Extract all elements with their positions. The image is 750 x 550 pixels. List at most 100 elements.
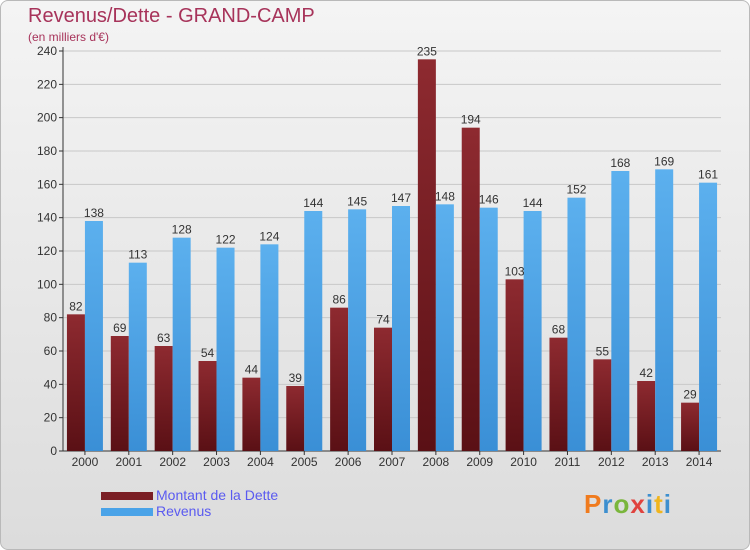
x-tick-label: 2007 — [379, 455, 406, 469]
x-tick-label: 2004 — [247, 455, 274, 469]
data-label-revenue: 169 — [654, 154, 674, 168]
data-label-debt: 86 — [332, 293, 346, 307]
data-label-debt: 42 — [640, 366, 654, 380]
data-label-debt: 29 — [683, 388, 697, 402]
bar-debt — [110, 336, 129, 451]
x-tick-label: 2005 — [291, 455, 318, 469]
y-tick-label: 140 — [37, 211, 57, 225]
bar-revenue — [611, 171, 630, 451]
x-tick-label: 2010 — [510, 455, 537, 469]
data-label-debt: 69 — [113, 321, 127, 335]
proxiti-logo: Proxiti — [584, 489, 672, 519]
data-label-debt: 63 — [157, 331, 171, 345]
data-label-revenue: 146 — [479, 193, 499, 207]
bar-revenue — [348, 209, 367, 451]
data-label-revenue: 128 — [172, 223, 192, 237]
bar-revenue — [216, 247, 235, 451]
chart-title: Revenus/Dette - GRAND-CAMP — [28, 5, 315, 27]
y-tick-label: 40 — [44, 377, 58, 391]
x-tick-label: 2009 — [466, 455, 493, 469]
x-tick-label: 2002 — [159, 455, 186, 469]
data-label-debt: 74 — [376, 313, 390, 327]
bar-revenue — [304, 211, 323, 451]
axes: 0 20 40 60 80 100 120 140 160 180 200 220 240 2000 200… — [37, 44, 721, 469]
x-tick-label: 2003 — [203, 455, 230, 469]
y-tick-label: 180 — [37, 144, 57, 158]
legend-label-revenue: Revenus — [156, 503, 212, 519]
y-tick-label: 100 — [37, 277, 57, 291]
data-label-revenue: 113 — [128, 248, 147, 262]
bar-debt — [461, 127, 480, 452]
bar-debt — [637, 381, 656, 451]
y-tick-label: 240 — [37, 44, 57, 58]
bar-revenue — [567, 197, 586, 451]
data-label-revenue: 152 — [566, 183, 586, 197]
bar-revenue — [655, 169, 674, 452]
bar-debt — [154, 346, 173, 451]
bar-debt — [242, 377, 261, 451]
bar-debt — [549, 337, 568, 451]
data-label-debt: 82 — [69, 299, 83, 313]
data-label-revenue: 148 — [435, 189, 455, 203]
data-label-debt: 194 — [461, 113, 481, 127]
legend-label-debt: Montant de la Dette — [156, 487, 279, 503]
y-tick-label: 0 — [50, 444, 57, 458]
x-tick-label: 2012 — [598, 455, 625, 469]
data-label-revenue: 144 — [303, 196, 323, 210]
data-label-revenue: 124 — [259, 229, 279, 243]
y-tick-label: 120 — [37, 244, 57, 258]
y-tick-label: 20 — [44, 411, 58, 425]
y-tick-label: 220 — [37, 77, 57, 91]
bar-debt — [374, 327, 392, 451]
x-tick-label: 2001 — [115, 455, 142, 469]
bar-debt — [505, 279, 524, 451]
bar-revenue — [523, 211, 542, 451]
bar-debt — [66, 314, 85, 451]
bar-revenue — [172, 237, 191, 451]
legend-swatch-revenue — [101, 508, 153, 516]
bar-debt — [330, 307, 349, 451]
data-label-revenue: 138 — [84, 206, 104, 220]
data-label-debt: 55 — [596, 344, 610, 358]
data-label-debt: 44 — [245, 363, 259, 377]
bar-revenue — [84, 221, 103, 451]
legend-swatch-debt — [101, 492, 153, 500]
y-tick-label: 80 — [44, 311, 58, 325]
x-tick-label: 2013 — [642, 455, 669, 469]
x-tick-label: 2011 — [555, 455, 581, 469]
x-tick-label: 2014 — [686, 455, 713, 469]
bar-revenue — [392, 206, 410, 451]
bar-revenue — [479, 207, 498, 451]
data-label-revenue: 144 — [523, 196, 543, 210]
bar-debt — [681, 402, 700, 451]
bar-revenue — [128, 262, 147, 451]
bar-debt — [593, 359, 612, 451]
data-label-revenue: 168 — [610, 156, 630, 170]
data-label-revenue: 122 — [216, 233, 236, 247]
y-tick-label: 60 — [44, 344, 58, 358]
bar-revenue — [260, 244, 279, 451]
bar-revenue — [699, 182, 718, 451]
bars — [66, 59, 718, 452]
data-label-debt: 103 — [505, 264, 525, 278]
x-tick-label: 2000 — [72, 455, 99, 469]
bar-debt — [286, 386, 305, 451]
bar-debt — [198, 361, 217, 451]
data-label-debt: 39 — [289, 371, 303, 385]
data-label-revenue: 161 — [698, 168, 718, 182]
x-tick-label: 2008 — [423, 455, 450, 469]
bar-revenue — [435, 204, 454, 451]
bar-debt — [417, 59, 436, 451]
data-label-revenue: 145 — [347, 194, 367, 208]
y-tick-label: 200 — [37, 111, 57, 125]
data-label-debt: 54 — [201, 346, 215, 360]
x-tick-label: 2006 — [335, 455, 362, 469]
data-labels: 82 138 69 113 63 128 54 122 44 124 39 144 86 145 74 147… — [69, 44, 718, 401]
data-label-debt: 235 — [417, 44, 437, 58]
y-tick-label: 160 — [37, 177, 57, 191]
chart-subtitle: (en milliers d'€) — [28, 30, 109, 44]
data-label-debt: 68 — [552, 323, 566, 337]
data-label-revenue: 147 — [391, 191, 411, 205]
